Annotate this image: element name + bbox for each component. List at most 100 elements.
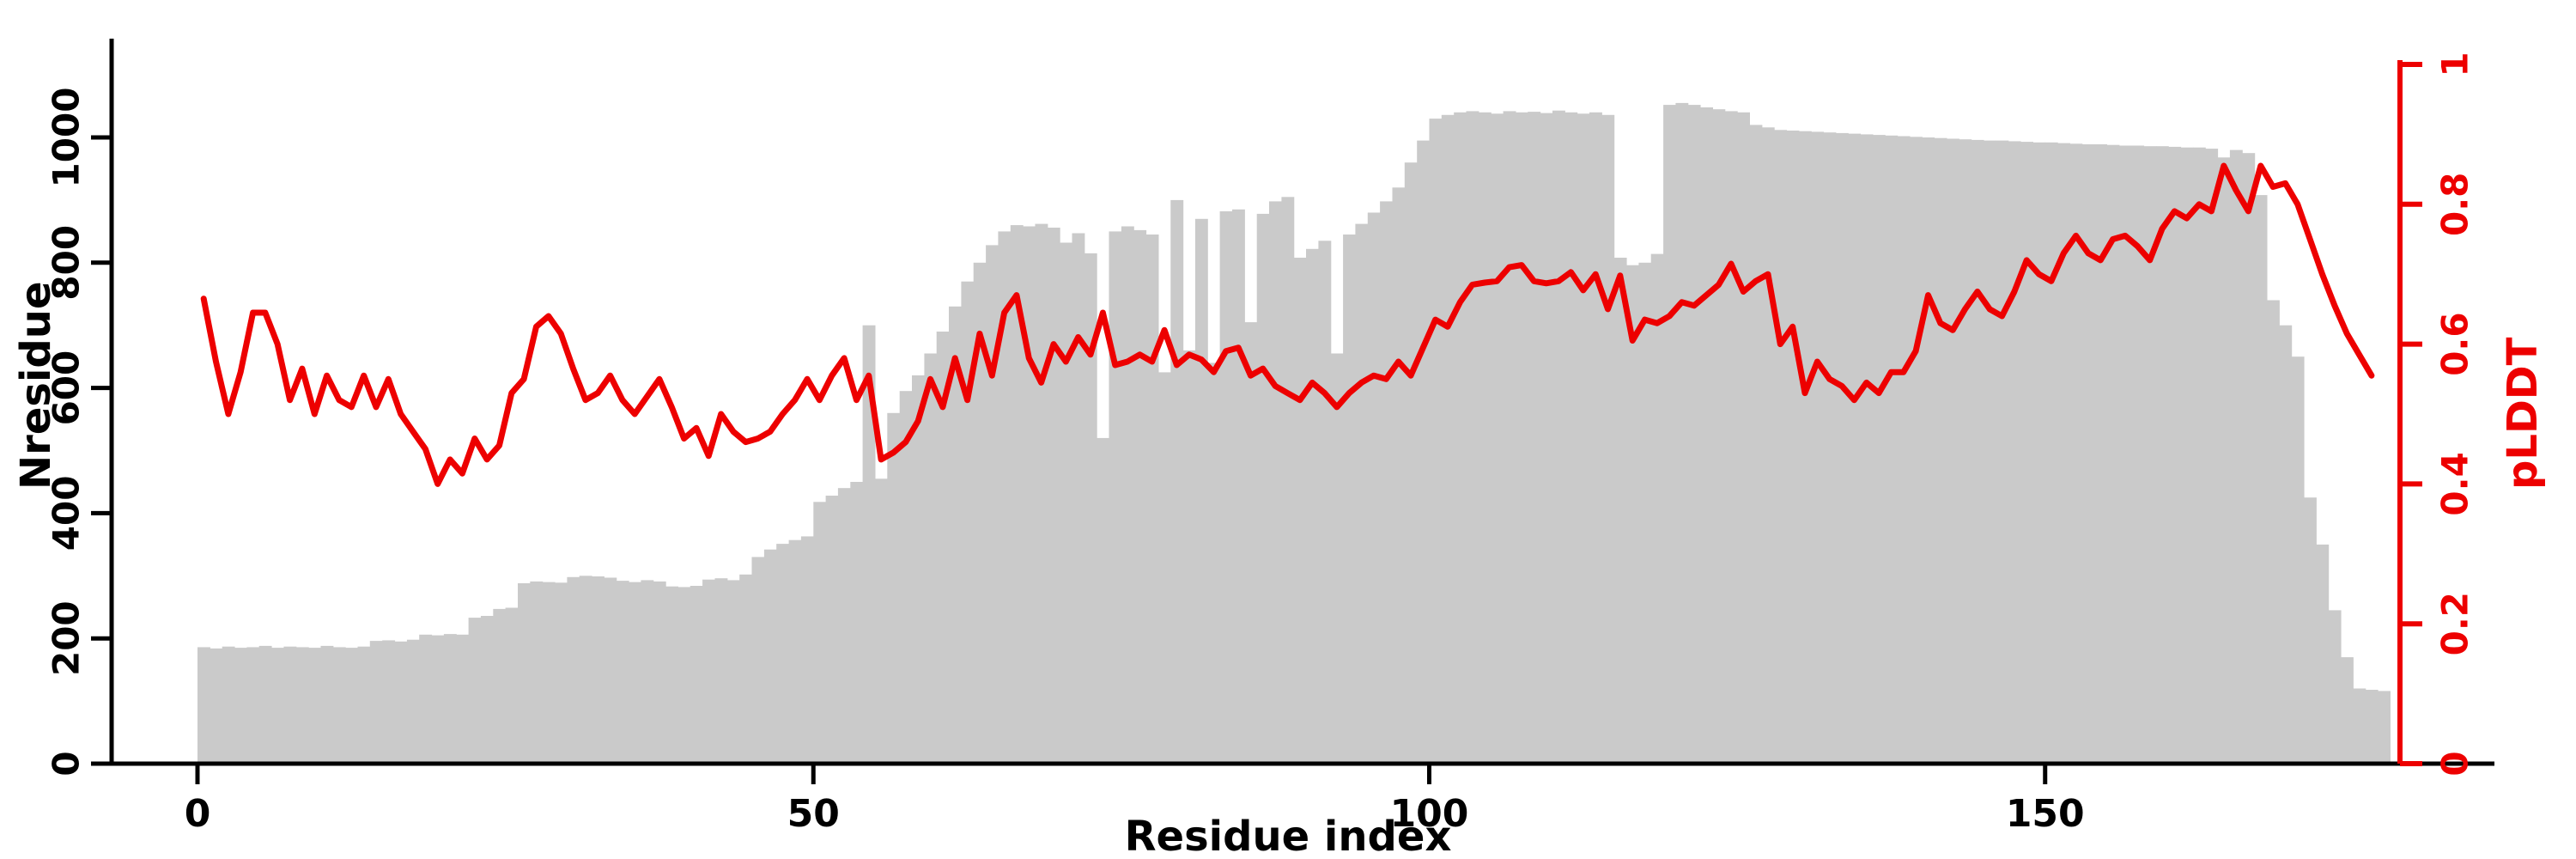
bar: [2242, 153, 2256, 764]
bar: [1491, 113, 1504, 765]
bar: [419, 634, 433, 764]
y-axis-left-title: Nresidue: [12, 281, 60, 490]
bar: [2192, 147, 2206, 764]
bar: [2328, 610, 2342, 764]
bar: [1934, 137, 1947, 764]
bar: [1035, 223, 1048, 765]
bar: [1109, 231, 1122, 764]
bar: [702, 579, 715, 764]
bar: [197, 647, 210, 764]
bar: [1996, 140, 2009, 765]
bar: [1528, 112, 1541, 765]
y-right-tick-label: 0.2: [2434, 592, 2476, 655]
bar: [961, 281, 975, 764]
bar: [924, 353, 938, 764]
bar: [1281, 197, 1295, 765]
x-tick-label: 100: [1390, 792, 1469, 836]
bar: [1417, 140, 1431, 765]
bar: [1687, 105, 1701, 765]
bar: [332, 647, 346, 764]
x-tick-label: 0: [185, 792, 211, 836]
bar: [1194, 218, 1208, 765]
bar: [2032, 142, 2046, 765]
bar: [1170, 199, 1184, 764]
bar: [295, 647, 309, 764]
bar: [1047, 228, 1060, 764]
bar: [1971, 139, 1984, 764]
bar: [357, 646, 371, 764]
y-axis-right-title: pLDDT: [2499, 337, 2547, 490]
bar: [862, 325, 876, 764]
bar: [1577, 113, 1590, 765]
bar: [2106, 144, 2120, 764]
bar: [2057, 143, 2070, 765]
bar: [431, 635, 445, 764]
bar: [850, 482, 864, 764]
bar: [1959, 139, 1972, 764]
bar: [1121, 226, 1134, 764]
bar: [800, 536, 814, 764]
bar: [1589, 112, 1602, 765]
bar: [246, 647, 260, 764]
bar: [1774, 130, 1788, 765]
bar: [1885, 135, 1899, 765]
bar: [1786, 131, 1800, 764]
bar: [1084, 253, 1097, 764]
bar: [1182, 350, 1196, 764]
bar: [283, 646, 297, 764]
bar: [567, 576, 580, 764]
bar: [1157, 372, 1171, 764]
bar: [1269, 201, 1282, 764]
bar: [2131, 145, 2145, 764]
y-right-tick-label: 0: [2434, 751, 2476, 776]
bar: [2316, 544, 2330, 764]
bar: [973, 262, 987, 764]
bar: [456, 634, 470, 764]
bar: [1552, 110, 1565, 764]
bar: [369, 641, 383, 764]
bar: [690, 586, 703, 764]
bar: [2279, 325, 2293, 764]
bar: [875, 478, 888, 764]
bar: [1984, 140, 1996, 765]
bar: [2081, 144, 2095, 764]
bar: [2217, 157, 2231, 765]
bar: [1330, 353, 1344, 764]
x-tick-label: 150: [2006, 792, 2085, 836]
bar: [1429, 119, 1443, 765]
bar: [1848, 133, 1862, 765]
bar: [616, 581, 629, 764]
y-left-tick-label: 1000: [46, 88, 88, 188]
y-right-tick-label: 0.8: [2434, 173, 2476, 236]
bar: [1145, 235, 1159, 764]
y-right-tick-label: 0.4: [2434, 452, 2476, 515]
bar: [2008, 141, 2021, 764]
bar: [394, 641, 408, 764]
bar: [1663, 105, 1676, 765]
bar: [2044, 142, 2058, 765]
bar: [887, 412, 901, 764]
bar: [813, 502, 827, 764]
plddt-line: [200, 162, 2375, 487]
bar: [542, 582, 556, 764]
bar: [1023, 226, 1036, 764]
x-tick-label: 50: [787, 792, 840, 836]
bar: [468, 618, 482, 764]
bar: [1761, 127, 1775, 765]
bar: [1318, 241, 1332, 764]
bar: [2155, 146, 2169, 764]
bar: [2168, 146, 2182, 764]
bar: [1072, 233, 1085, 764]
bar: [518, 583, 531, 764]
bar: [1860, 134, 1874, 764]
bar: [1749, 125, 1763, 764]
bar: [1404, 162, 1418, 764]
bar: [825, 496, 839, 764]
bar: [2020, 142, 2033, 765]
bar: [406, 639, 420, 764]
bar: [1355, 223, 1369, 765]
bar: [1897, 136, 1911, 764]
bar: [1700, 107, 1713, 764]
bar: [2353, 688, 2366, 764]
bar: [2118, 145, 2132, 764]
